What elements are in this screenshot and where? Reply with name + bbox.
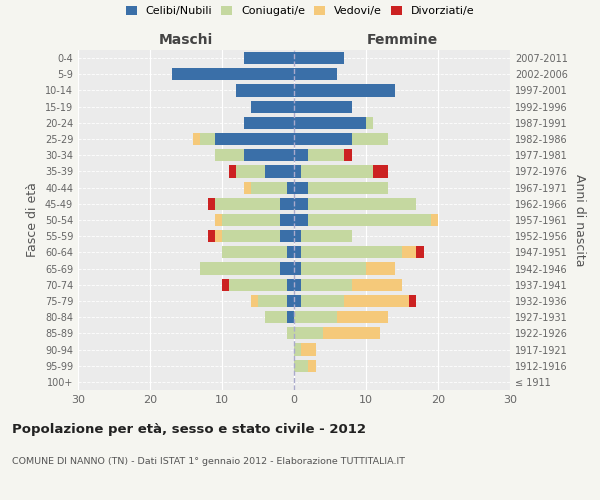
Bar <box>193 133 200 145</box>
Bar <box>280 214 294 226</box>
Bar <box>265 311 287 323</box>
Bar <box>208 230 215 242</box>
Bar <box>222 246 287 258</box>
Bar <box>294 230 301 242</box>
Text: Popolazione per età, sesso e stato civile - 2012: Popolazione per età, sesso e stato civil… <box>12 422 366 436</box>
Bar <box>229 278 287 291</box>
Text: Femmine: Femmine <box>367 33 437 47</box>
Bar <box>244 52 294 64</box>
Bar <box>294 295 301 307</box>
Bar <box>366 117 373 129</box>
Bar <box>172 68 294 80</box>
Bar <box>251 182 287 194</box>
Bar <box>301 246 402 258</box>
Bar <box>294 344 301 355</box>
Bar <box>258 295 287 307</box>
Bar <box>344 295 409 307</box>
Bar <box>294 117 366 129</box>
Bar <box>308 360 316 372</box>
Text: COMUNE DI NANNO (TN) - Dati ISTAT 1° gennaio 2012 - Elaborazione TUTTITALIA.IT: COMUNE DI NANNO (TN) - Dati ISTAT 1° gen… <box>12 458 405 466</box>
Bar <box>431 214 438 226</box>
Bar <box>244 182 251 194</box>
Bar <box>301 230 352 242</box>
Bar <box>294 52 344 64</box>
Bar <box>287 246 294 258</box>
Bar <box>251 295 258 307</box>
Bar <box>301 262 366 274</box>
Bar <box>373 166 388 177</box>
Bar <box>294 262 301 274</box>
Bar <box>344 149 352 162</box>
Bar <box>301 166 373 177</box>
Bar <box>294 182 308 194</box>
Bar <box>294 360 308 372</box>
Bar <box>200 133 215 145</box>
Bar <box>294 68 337 80</box>
Bar <box>280 230 294 242</box>
Bar <box>215 214 222 226</box>
Bar <box>251 100 294 112</box>
Bar <box>294 328 323 340</box>
Bar <box>215 198 280 210</box>
Bar <box>215 230 222 242</box>
Bar <box>222 214 280 226</box>
Bar <box>366 262 395 274</box>
Bar <box>308 198 416 210</box>
Bar <box>337 311 388 323</box>
Bar <box>301 295 344 307</box>
Bar <box>229 166 236 177</box>
Bar <box>287 295 294 307</box>
Bar <box>222 278 229 291</box>
Bar <box>294 149 308 162</box>
Bar <box>352 278 402 291</box>
Bar <box>287 311 294 323</box>
Bar <box>294 84 395 96</box>
Bar <box>244 117 294 129</box>
Bar <box>287 278 294 291</box>
Bar <box>308 214 431 226</box>
Legend: Celibi/Nubili, Coniugati/e, Vedovi/e, Divorziati/e: Celibi/Nubili, Coniugati/e, Vedovi/e, Di… <box>125 6 475 16</box>
Bar <box>308 149 344 162</box>
Bar <box>244 149 294 162</box>
Bar <box>301 344 316 355</box>
Bar <box>215 149 244 162</box>
Bar <box>236 166 265 177</box>
Y-axis label: Fasce di età: Fasce di età <box>26 182 39 258</box>
Bar <box>265 166 294 177</box>
Bar <box>208 198 215 210</box>
Bar <box>294 100 352 112</box>
Bar <box>287 328 294 340</box>
Bar <box>402 246 416 258</box>
Bar <box>294 198 308 210</box>
Bar <box>215 133 294 145</box>
Bar <box>308 182 388 194</box>
Bar <box>294 311 337 323</box>
Bar <box>294 246 301 258</box>
Bar <box>294 166 301 177</box>
Bar <box>416 246 424 258</box>
Bar <box>280 198 294 210</box>
Text: Maschi: Maschi <box>159 33 213 47</box>
Bar <box>294 133 352 145</box>
Y-axis label: Anni di nascita: Anni di nascita <box>573 174 586 266</box>
Bar <box>222 230 280 242</box>
Bar <box>294 278 301 291</box>
Bar <box>200 262 280 274</box>
Bar <box>352 133 388 145</box>
Bar <box>301 278 352 291</box>
Bar <box>294 214 308 226</box>
Bar <box>236 84 294 96</box>
Bar <box>280 262 294 274</box>
Bar <box>409 295 416 307</box>
Bar <box>287 182 294 194</box>
Bar <box>323 328 380 340</box>
